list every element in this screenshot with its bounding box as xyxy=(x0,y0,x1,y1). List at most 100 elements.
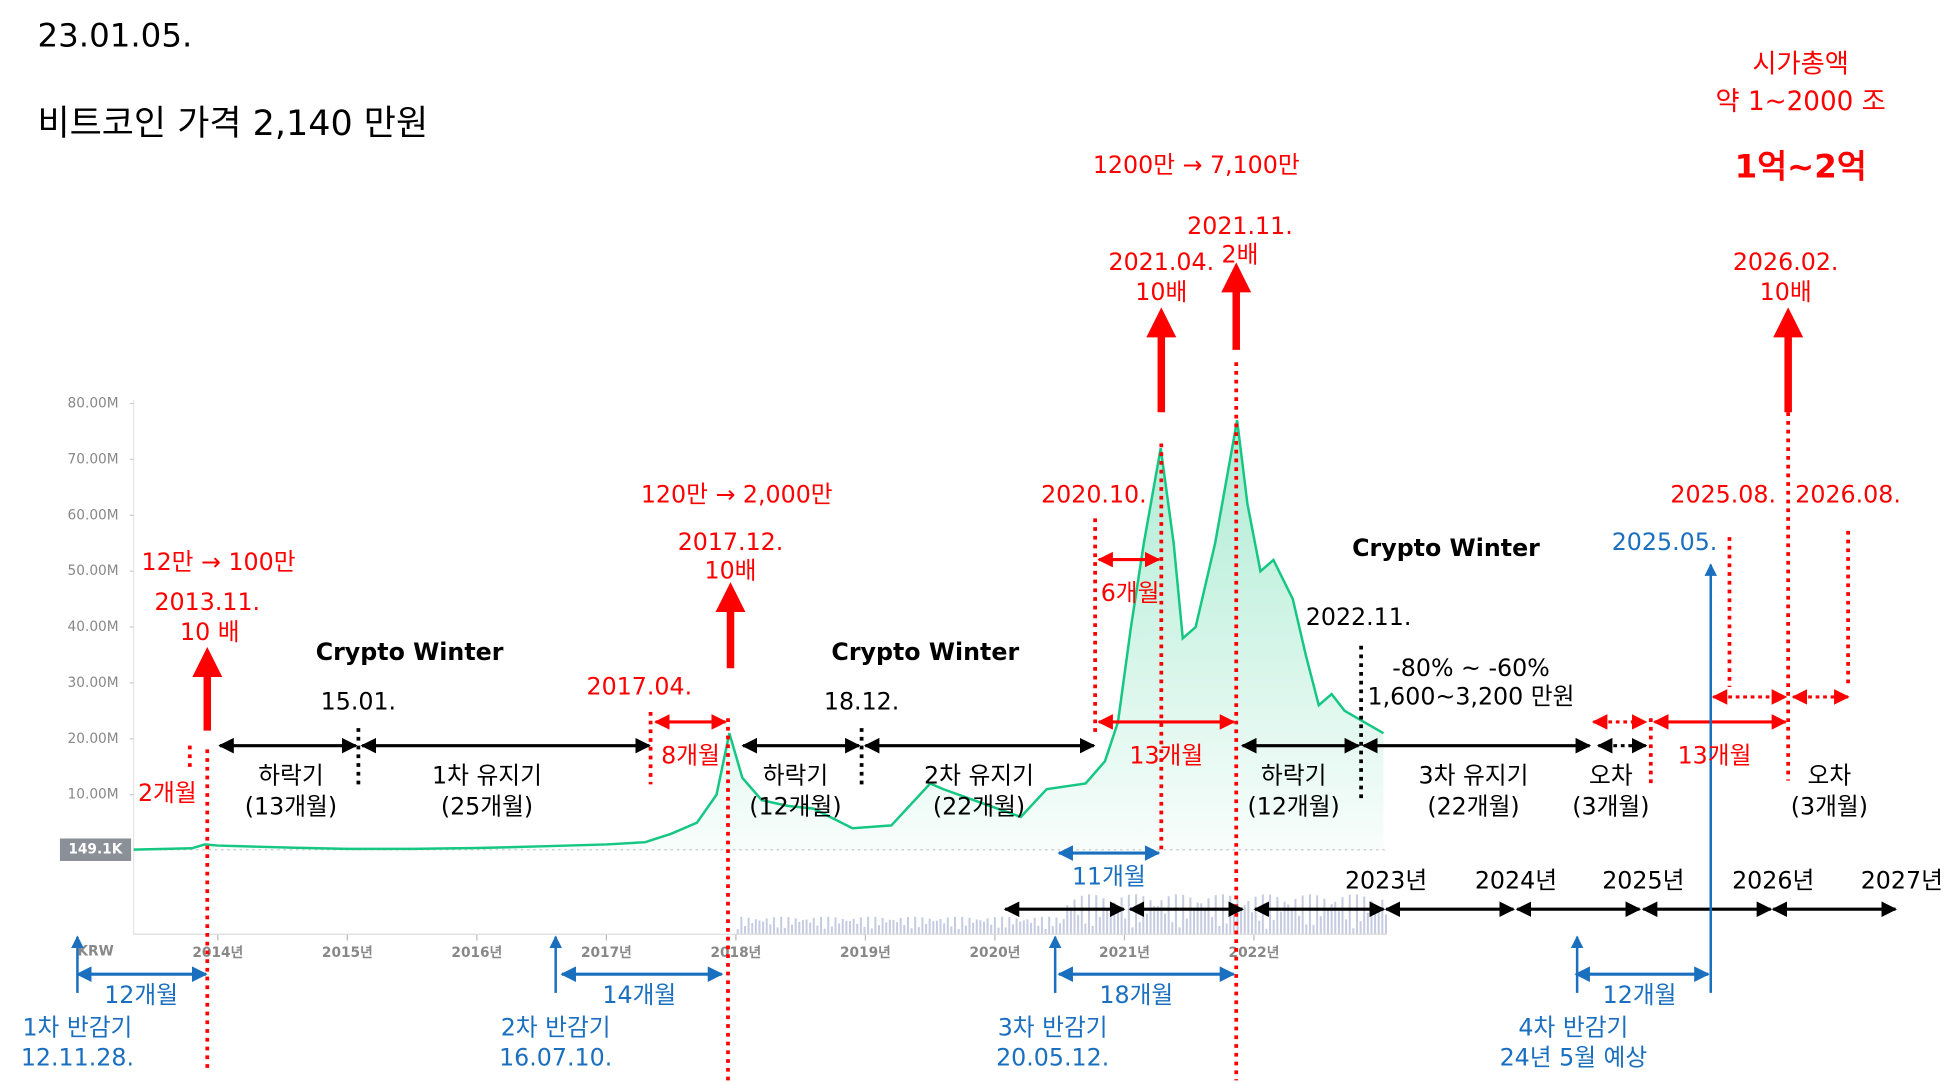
annotation: 3차 반감기 xyxy=(998,1014,1108,1042)
volume-bar xyxy=(1269,894,1272,935)
volume-bar xyxy=(1077,914,1080,935)
annotation: 2027년 xyxy=(1861,866,1943,894)
volume-bar xyxy=(816,925,819,935)
volume-bar xyxy=(935,920,938,935)
volume-bar xyxy=(762,921,765,935)
volume-bar xyxy=(1218,925,1221,935)
volume-bar xyxy=(1287,904,1290,935)
volume-bar xyxy=(1341,897,1344,935)
annotation: 24년 5월 예상 xyxy=(1500,1044,1648,1072)
annotation: 하락기 xyxy=(258,761,323,789)
annotation: 시가총액 xyxy=(1752,50,1849,80)
volume-bar xyxy=(1384,914,1387,935)
annotation: 16.07.10. xyxy=(499,1044,612,1072)
annotation: 2017.12. xyxy=(678,528,784,556)
volume-bar xyxy=(914,916,917,935)
volume-bar xyxy=(798,921,801,935)
volume-bar xyxy=(820,916,823,935)
volume-bar xyxy=(975,919,978,935)
y-tick-label: 50.00M xyxy=(68,563,119,579)
annotation: 1억~2억 xyxy=(1735,148,1867,186)
volume-bar xyxy=(1164,913,1167,935)
volume-bar xyxy=(1174,894,1177,935)
volume-bar xyxy=(1243,905,1246,935)
annotation: 2차 유지기 xyxy=(924,761,1034,789)
volume-bar xyxy=(1048,916,1051,935)
volume-bar xyxy=(1258,920,1261,935)
volume-bar xyxy=(1366,912,1369,935)
annotation: 1차 반감기 xyxy=(22,1014,132,1042)
volume-bar xyxy=(1178,927,1181,935)
annotation: (3개월) xyxy=(1572,793,1649,821)
volume-bar xyxy=(1004,927,1007,935)
annotation: 13개월 xyxy=(1129,741,1203,769)
annotation: 2024년 xyxy=(1475,866,1557,894)
volume-bar xyxy=(1113,902,1116,935)
annotation: 2021.04. xyxy=(1108,248,1214,276)
volume-bar xyxy=(1272,919,1275,935)
volume-bar xyxy=(1290,908,1293,935)
volume-bar xyxy=(1359,921,1362,935)
volume-bar xyxy=(1330,904,1333,935)
volume-bar xyxy=(1149,900,1152,935)
annotation: 1차 유지기 xyxy=(432,761,542,789)
volume-bar xyxy=(1294,898,1297,935)
volume-bar xyxy=(1030,922,1033,935)
volume-bar xyxy=(1327,908,1330,935)
volume-bar xyxy=(968,917,971,935)
annotation: 2개월 xyxy=(138,779,197,807)
volume-bar xyxy=(1301,895,1304,935)
volume-bar xyxy=(896,922,899,935)
volume-bar xyxy=(1120,897,1123,935)
volume-bar xyxy=(1240,907,1243,935)
x-tick-label: 2014년 xyxy=(192,945,243,961)
annotation: 8개월 xyxy=(661,741,720,769)
volume-bar xyxy=(1131,927,1134,935)
volume-bar xyxy=(972,922,975,935)
annotation: 오차 xyxy=(1589,761,1633,789)
volume-bar xyxy=(1015,918,1018,935)
price-area xyxy=(133,420,1384,851)
annotation: 2021.11. xyxy=(1187,212,1293,240)
volume-bar xyxy=(740,916,743,935)
x-tick-label: 2020년 xyxy=(970,945,1021,961)
volume-bar xyxy=(1109,903,1112,935)
annotation: 3차 유지기 xyxy=(1419,761,1529,789)
volume-bar xyxy=(776,927,779,935)
volume-bar xyxy=(1283,901,1286,935)
annotation: 6개월 xyxy=(1101,579,1160,607)
annotation: (12개월) xyxy=(749,793,841,821)
volume-bar xyxy=(1196,902,1199,935)
volume-bar xyxy=(751,923,754,935)
volume-bar xyxy=(1377,906,1380,935)
annotation: 10 배 xyxy=(180,618,240,646)
volume-bar xyxy=(1127,894,1130,935)
volume-bar xyxy=(1352,928,1355,935)
volume-bar xyxy=(943,923,946,935)
currency-label: KRW xyxy=(77,944,113,960)
volume-bar xyxy=(769,924,772,935)
volume-bar xyxy=(1084,923,1087,935)
volume-bar xyxy=(892,919,895,935)
volume-bar xyxy=(1312,924,1315,935)
volume-bar xyxy=(1142,896,1145,935)
volume-bar xyxy=(946,917,949,935)
y-tick-label: 20.00M xyxy=(68,731,119,747)
volume-bar xyxy=(917,927,920,935)
volume-bar xyxy=(1348,894,1351,935)
volume-bar xyxy=(1193,910,1196,935)
volume-bar xyxy=(1011,924,1014,935)
volume-bar xyxy=(1044,929,1047,935)
annotation: 120만 → 2,000만 xyxy=(641,480,833,508)
volume-bar xyxy=(1153,906,1156,935)
volume-bar xyxy=(1001,916,1004,935)
volume-bar xyxy=(1062,919,1065,935)
volume-bar xyxy=(1370,900,1373,935)
volume-bar xyxy=(1203,909,1206,935)
volume-bar xyxy=(812,917,815,935)
volume-bar xyxy=(928,918,931,935)
volume-bar xyxy=(841,918,844,935)
volume-bar xyxy=(982,921,985,935)
volume-bar xyxy=(888,919,891,935)
volume-bar xyxy=(961,916,964,935)
